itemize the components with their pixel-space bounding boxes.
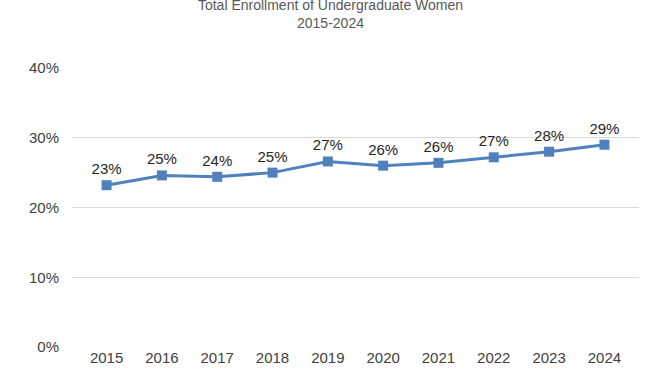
svg-text:2022: 2022 [477, 349, 510, 366]
svg-text:2024: 2024 [588, 349, 621, 366]
svg-text:24%: 24% [202, 152, 232, 169]
svg-text:25%: 25% [147, 150, 177, 167]
svg-text:27%: 27% [479, 132, 509, 149]
svg-text:29%: 29% [589, 120, 619, 137]
svg-text:10%: 10% [29, 269, 59, 286]
svg-text:30%: 30% [29, 129, 59, 146]
svg-text:27%: 27% [313, 136, 343, 153]
svg-text:2016: 2016 [145, 349, 178, 366]
svg-text:2019: 2019 [311, 349, 344, 366]
svg-text:23%: 23% [92, 160, 122, 177]
svg-text:2021: 2021 [422, 349, 455, 366]
svg-text:Total Enrollment of Undergradu: Total Enrollment of Undergraduate Women2… [198, 0, 463, 31]
svg-text:20%: 20% [29, 199, 59, 216]
svg-text:2020: 2020 [366, 349, 399, 366]
svg-text:26%: 26% [423, 138, 453, 155]
svg-text:28%: 28% [534, 127, 564, 144]
svg-text:25%: 25% [258, 148, 288, 165]
svg-text:40%: 40% [29, 59, 59, 76]
svg-text:26%: 26% [368, 141, 398, 158]
svg-text:2023: 2023 [532, 349, 565, 366]
svg-text:2018: 2018 [256, 349, 289, 366]
svg-text:2015: 2015 [90, 349, 123, 366]
svg-text:0%: 0% [37, 338, 59, 355]
svg-text:2017: 2017 [201, 349, 234, 366]
